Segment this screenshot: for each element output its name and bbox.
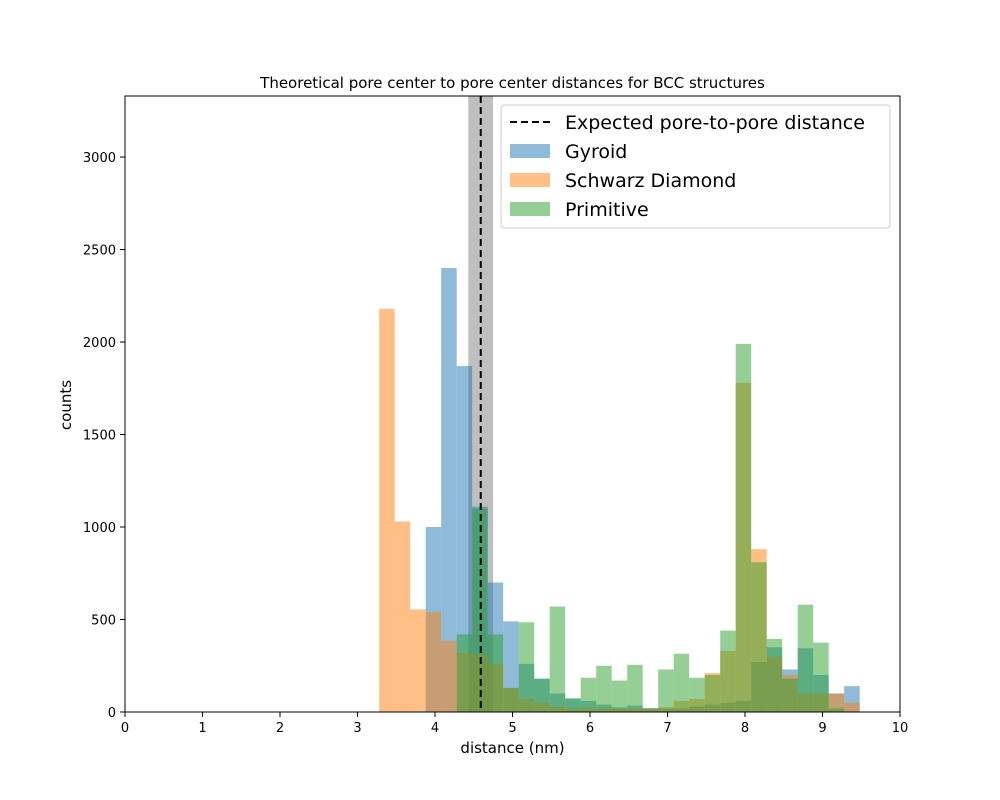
legend: Expected pore-to-pore distance Gyroid Schw… — [500, 104, 891, 229]
y-tick-label: 3000 — [83, 151, 116, 166]
legend-swatch — [510, 173, 550, 187]
legend-label: Schwarz Diamond — [565, 170, 736, 192]
bar-gyroid — [456, 366, 473, 712]
bar-schwarz-diamond — [828, 693, 845, 712]
bar-primitive — [813, 642, 829, 712]
y-tick-label: 2000 — [83, 336, 116, 351]
bar-primitive — [487, 634, 504, 712]
x-tick-label: 4 — [431, 721, 439, 736]
legend-swatch — [510, 144, 550, 158]
x-tick-label: 3 — [353, 721, 361, 736]
bar-schwarz-diamond — [379, 308, 395, 712]
bar-primitive — [518, 622, 535, 712]
bar-primitive — [565, 698, 581, 712]
bar-primitive — [503, 687, 519, 712]
bar-primitive — [642, 708, 659, 712]
chart-title: Theoretical pore center to pore center d… — [259, 74, 765, 92]
bar-primitive — [735, 343, 752, 712]
x-axis-label: distance (nm) — [460, 739, 564, 757]
bar-primitive — [658, 669, 674, 712]
bar-schwarz-diamond — [394, 521, 411, 712]
bar-schwarz-diamond — [425, 612, 442, 712]
bar-primitive — [580, 677, 597, 712]
x-tick-label: 1 — [198, 721, 206, 736]
y-tick-label: 1000 — [83, 521, 116, 536]
legend-label: Gyroid — [565, 141, 627, 163]
bar-primitive — [627, 664, 643, 712]
legend-swatch — [510, 202, 550, 216]
bar-primitive — [751, 562, 767, 712]
bar-primitive — [596, 665, 612, 712]
bar-schwarz-diamond — [410, 609, 426, 712]
series-primitive — [456, 343, 845, 712]
y-tick-label: 500 — [91, 614, 116, 629]
bar-primitive — [704, 675, 721, 712]
x-tick-label: 10 — [892, 721, 909, 736]
legend-item-expected-pore-to-pore-distance: Expected pore-to-pore distance — [510, 112, 865, 134]
y-tick-label: 0 — [108, 706, 116, 721]
bar-primitive — [549, 606, 566, 712]
y-tick-label: 1500 — [83, 429, 116, 444]
bar-schwarz-diamond — [441, 640, 457, 712]
bar-schwarz-diamond — [844, 702, 860, 712]
y-tick-label: 2500 — [83, 244, 116, 259]
x-tick-label: 8 — [741, 721, 749, 736]
bar-primitive — [472, 508, 488, 712]
bar-primitive — [673, 653, 690, 712]
bar-primitive — [797, 604, 814, 712]
bar-gyroid — [441, 268, 457, 712]
legend-item-primitive: Primitive — [510, 199, 649, 221]
legend-frame — [500, 104, 891, 229]
x-tick-label: 0 — [121, 721, 129, 736]
bar-primitive — [766, 638, 783, 712]
bar-primitive — [689, 677, 705, 712]
legend-label: Primitive — [565, 199, 649, 221]
x-tick-label: 2 — [276, 721, 284, 736]
x-tick-label: 9 — [818, 721, 826, 736]
bar-primitive — [782, 678, 798, 712]
bar-primitive — [611, 680, 628, 712]
bar-primitive — [534, 678, 550, 712]
bar-primitive — [720, 630, 736, 712]
legend-label: Expected pore-to-pore distance — [565, 112, 865, 134]
y-axis-label: counts — [57, 380, 75, 430]
legend-item-schwarz-diamond: Schwarz Diamond — [510, 170, 736, 192]
x-tick-label: 5 — [508, 721, 516, 736]
x-tick-label: 6 — [586, 721, 594, 736]
bar-primitive — [456, 634, 473, 712]
legend-item-gyroid: Gyroid — [510, 141, 627, 163]
x-tick-label: 7 — [663, 721, 671, 736]
bar-primitive — [828, 708, 845, 712]
